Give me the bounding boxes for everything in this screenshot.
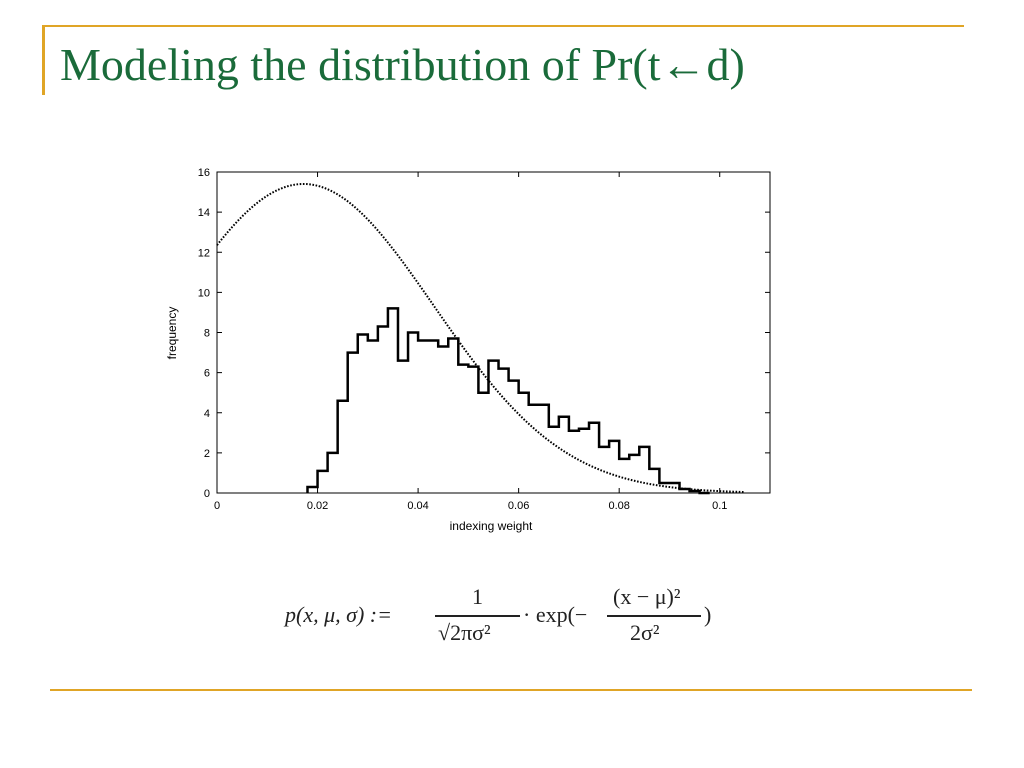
y-tick-label: 10 <box>198 287 210 299</box>
formula-lhs: p(x, μ, σ) := <box>285 602 392 627</box>
bottom-rule <box>50 689 972 691</box>
y-tick-label: 2 <box>204 448 210 460</box>
y-tick-label: 6 <box>204 368 210 380</box>
formula-frac2-numerator: (x − μ)² <box>613 584 681 609</box>
formula-exp: · exp(− <box>523 602 588 627</box>
x-tick-label: 0.08 <box>608 500 629 512</box>
y-axis-label: frequency <box>165 307 179 360</box>
x-tick-label: 0.06 <box>508 500 529 512</box>
chart-canvas: 0 0.02 0.04 0.06 0.08 0.1 0 2 4 6 8 10 12 14 16 indexi… <box>165 167 771 533</box>
y-tick-label: 0 <box>204 488 210 500</box>
chart-series <box>216 182 745 495</box>
y-tick-label: 14 <box>198 207 210 219</box>
formula-close: ) <box>704 602 712 627</box>
axis-ticks: 0 0.02 0.04 0.06 0.08 0.1 0 2 4 6 8 10 12 14 16 <box>198 167 770 512</box>
formula-frac1-bar <box>435 615 520 617</box>
slide-title: Modeling the distribution of Pr(t←d) <box>60 39 745 90</box>
formula-frac1-numerator: 1 <box>472 584 483 609</box>
y-tick-label: 12 <box>198 247 210 259</box>
formula-frac1-denominator: √2πσ² <box>438 620 491 645</box>
x-tick-label: 0.04 <box>407 500 428 512</box>
gaussian-fit-curve <box>216 182 745 494</box>
formula-frac2-denominator: 2σ² <box>630 620 660 645</box>
x-tick-label: 0.02 <box>307 500 328 512</box>
y-tick-label: 8 <box>204 328 210 340</box>
title-top-rule <box>42 25 964 27</box>
title-accent-bar <box>42 25 45 95</box>
histogram-step-line <box>306 307 710 495</box>
formula-frac2-bar <box>607 615 701 617</box>
x-axis-label: indexing weight <box>450 519 533 533</box>
gaussian-formula: p(x, μ, σ) := 1 √2πσ² · exp(− (x − μ)² 2… <box>285 580 725 660</box>
plot-frame <box>216 171 771 494</box>
x-tick-label: 0 <box>214 500 220 512</box>
y-tick-label: 16 <box>198 167 210 179</box>
x-tick-label: 0.1 <box>712 500 727 512</box>
y-tick-label: 4 <box>204 408 210 420</box>
histogram-chart: 0 0.02 0.04 0.06 0.08 0.1 0 2 4 6 8 10 12 14 16 indexi… <box>150 155 800 550</box>
